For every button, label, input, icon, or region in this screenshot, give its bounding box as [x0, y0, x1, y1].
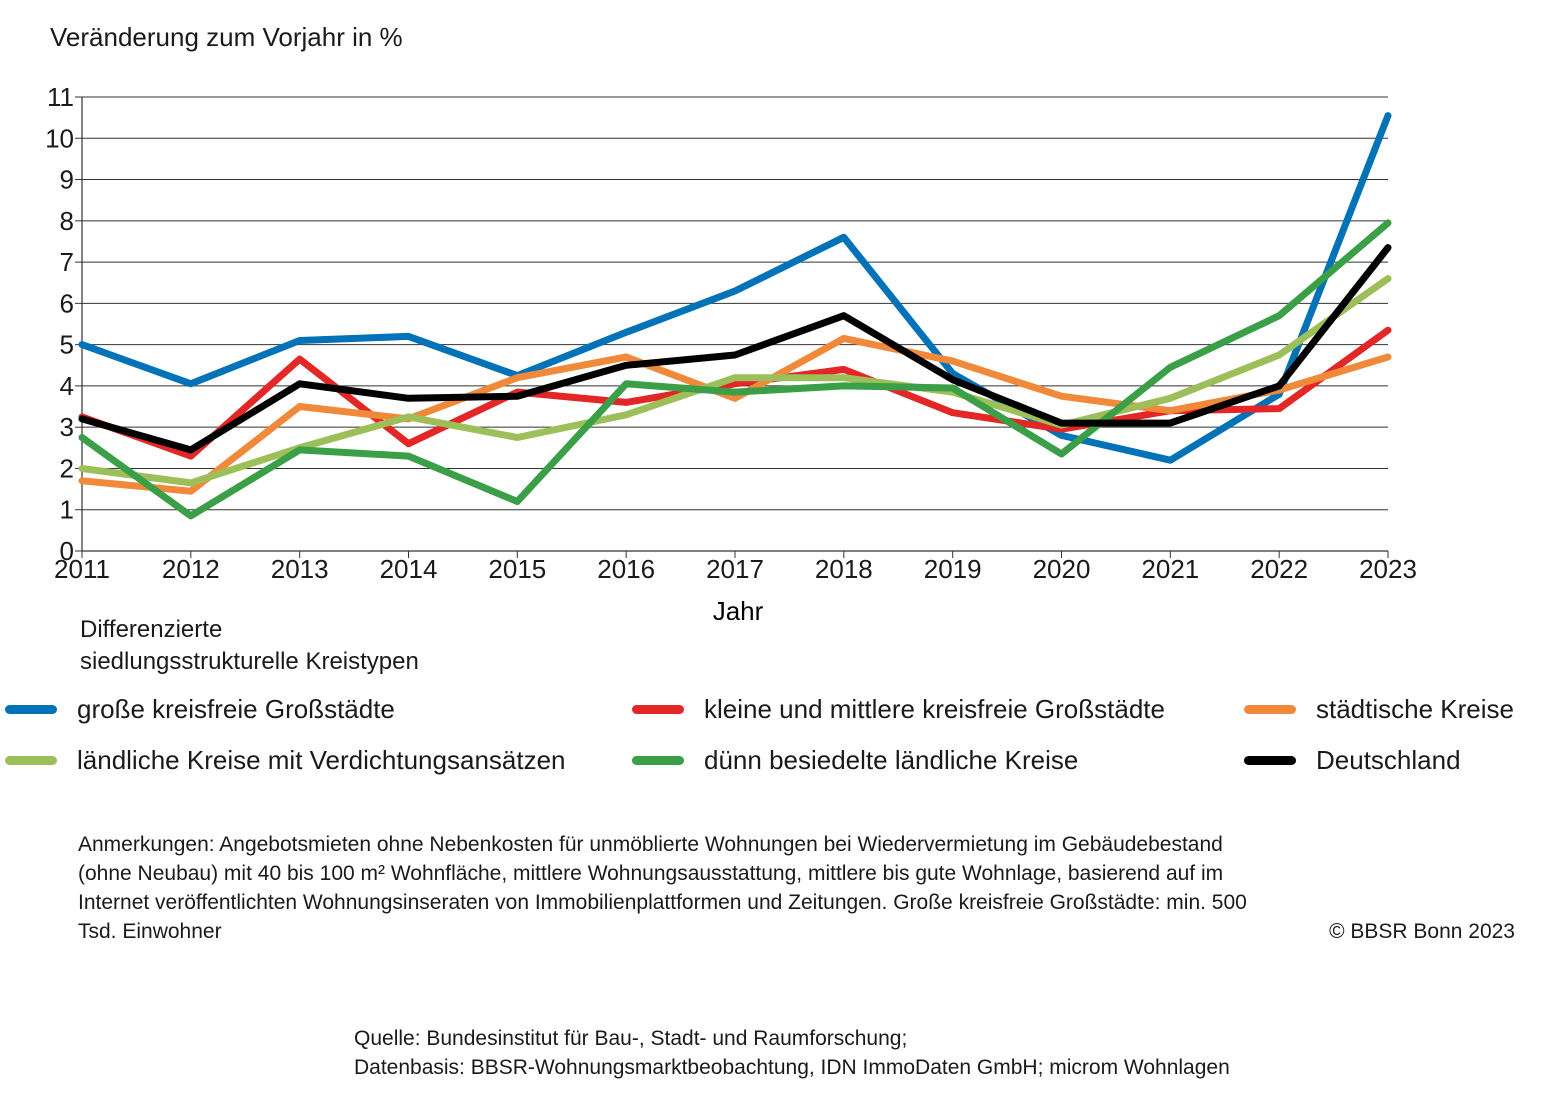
legend-label: große kreisfreie Großstädte — [77, 694, 395, 724]
legend-item-grosse-kreisfreie-grossstaedte: große kreisfreie Großstädte — [5, 694, 395, 725]
y-tick-label: 8 — [60, 206, 74, 236]
x-tick-label: 2023 — [1359, 554, 1417, 584]
x-tick-label: 2019 — [924, 554, 982, 584]
legend-item-laendliche-kreise-verdichtung: ländliche Kreise mit Verdichtungsansätze… — [5, 745, 566, 776]
series-lines — [78, 112, 1392, 520]
legend-label: kleine und mittlere kreisfreie Großstädt… — [704, 694, 1165, 724]
source-line-2: Datenbasis: BBSR-Wohnungsmarktbeobachtun… — [354, 1056, 1230, 1079]
x-tick-label: 2022 — [1250, 554, 1308, 584]
y-tick-label: 0 — [60, 536, 74, 566]
x-tick-label: 2014 — [380, 554, 438, 584]
legend-item-duenn-besiedelte-kreise: dünn besiedelte ländliche Kreise — [632, 745, 1078, 776]
series-line-5 — [78, 244, 1392, 454]
x-tick-label: 2016 — [597, 554, 655, 584]
x-tick-label: 2015 — [488, 554, 546, 584]
legend-swatch — [632, 756, 684, 765]
source-note: Quelle: Bundesinstitut für Bau-, Stadt- … — [354, 1024, 1230, 1082]
series-line-2 — [78, 334, 1392, 495]
y-axis-title: Veränderung zum Vorjahr in % — [50, 22, 403, 52]
legend-swatch — [632, 705, 684, 714]
x-tick-label: 2013 — [271, 554, 329, 584]
legend-swatch — [5, 705, 57, 714]
legend-swatch — [1244, 705, 1296, 714]
legend-heading: Differenzierte siedlungsstrukturelle Kre… — [80, 614, 419, 678]
y-tick-label: 10 — [45, 123, 74, 153]
legend-label: Deutschland — [1316, 745, 1461, 775]
legend-item-kleine-mittlere-grossstaedte: kleine und mittlere kreisfreie Großstädt… — [632, 694, 1165, 725]
y-tick-label: 3 — [60, 412, 74, 442]
gridlines — [82, 96, 1388, 511]
x-tick-label: 2021 — [1141, 554, 1199, 584]
x-tick-label: 2020 — [1033, 554, 1091, 584]
y-tick-label: 4 — [60, 371, 74, 401]
y-tick-label: 1 — [60, 495, 74, 525]
y-tick-label: 2 — [60, 453, 74, 483]
chart-notes: Anmerkungen: Angebotsmieten ohne Nebenko… — [78, 833, 1247, 943]
legend-swatch — [5, 756, 57, 765]
legend-label: dünn besiedelte ländliche Kreise — [704, 745, 1079, 775]
axes: 0 1 2 3 4 5 6 7 8 9 10 11 2011 2012 2013 2014 2015 2016 20… — [45, 82, 1417, 584]
copyright: © BBSR Bonn 2023 — [1329, 920, 1515, 943]
x-tick-label: 2012 — [162, 554, 220, 584]
x-tick-label: 2017 — [706, 554, 764, 584]
legend-label: ländliche Kreise mit Verdichtungsansätze… — [77, 745, 566, 775]
y-tick-label: 7 — [60, 247, 74, 277]
x-axis-title: Jahr — [713, 596, 764, 620]
y-tick-label: 6 — [60, 288, 74, 318]
legend-heading-line-1: Differenzierte — [80, 616, 223, 643]
x-tick-label: 2011 — [54, 554, 110, 584]
legend-label: städtische Kreise — [1316, 694, 1514, 724]
legend-heading-line-2: siedlungsstrukturelle Kreistypen — [80, 648, 419, 675]
series-line-4 — [78, 219, 1392, 520]
y-tick-label: 5 — [60, 330, 74, 360]
series-line-0 — [78, 112, 1392, 464]
line-chart: 0 1 2 3 4 5 6 7 8 9 10 11 2011 2012 2013 2014 2015 2016 20… — [45, 82, 1417, 620]
y-tick-label: 11 — [47, 82, 74, 112]
y-tick-label: 9 — [60, 165, 74, 195]
legend-item-deutschland: Deutschland — [1244, 745, 1461, 776]
legend-swatch — [1244, 756, 1296, 765]
legend-item-staedtische-kreise: städtische Kreise — [1244, 694, 1514, 725]
x-tick-label: 2018 — [815, 554, 873, 584]
source-line-1: Quelle: Bundesinstitut für Bau-, Stadt- … — [354, 1027, 908, 1050]
